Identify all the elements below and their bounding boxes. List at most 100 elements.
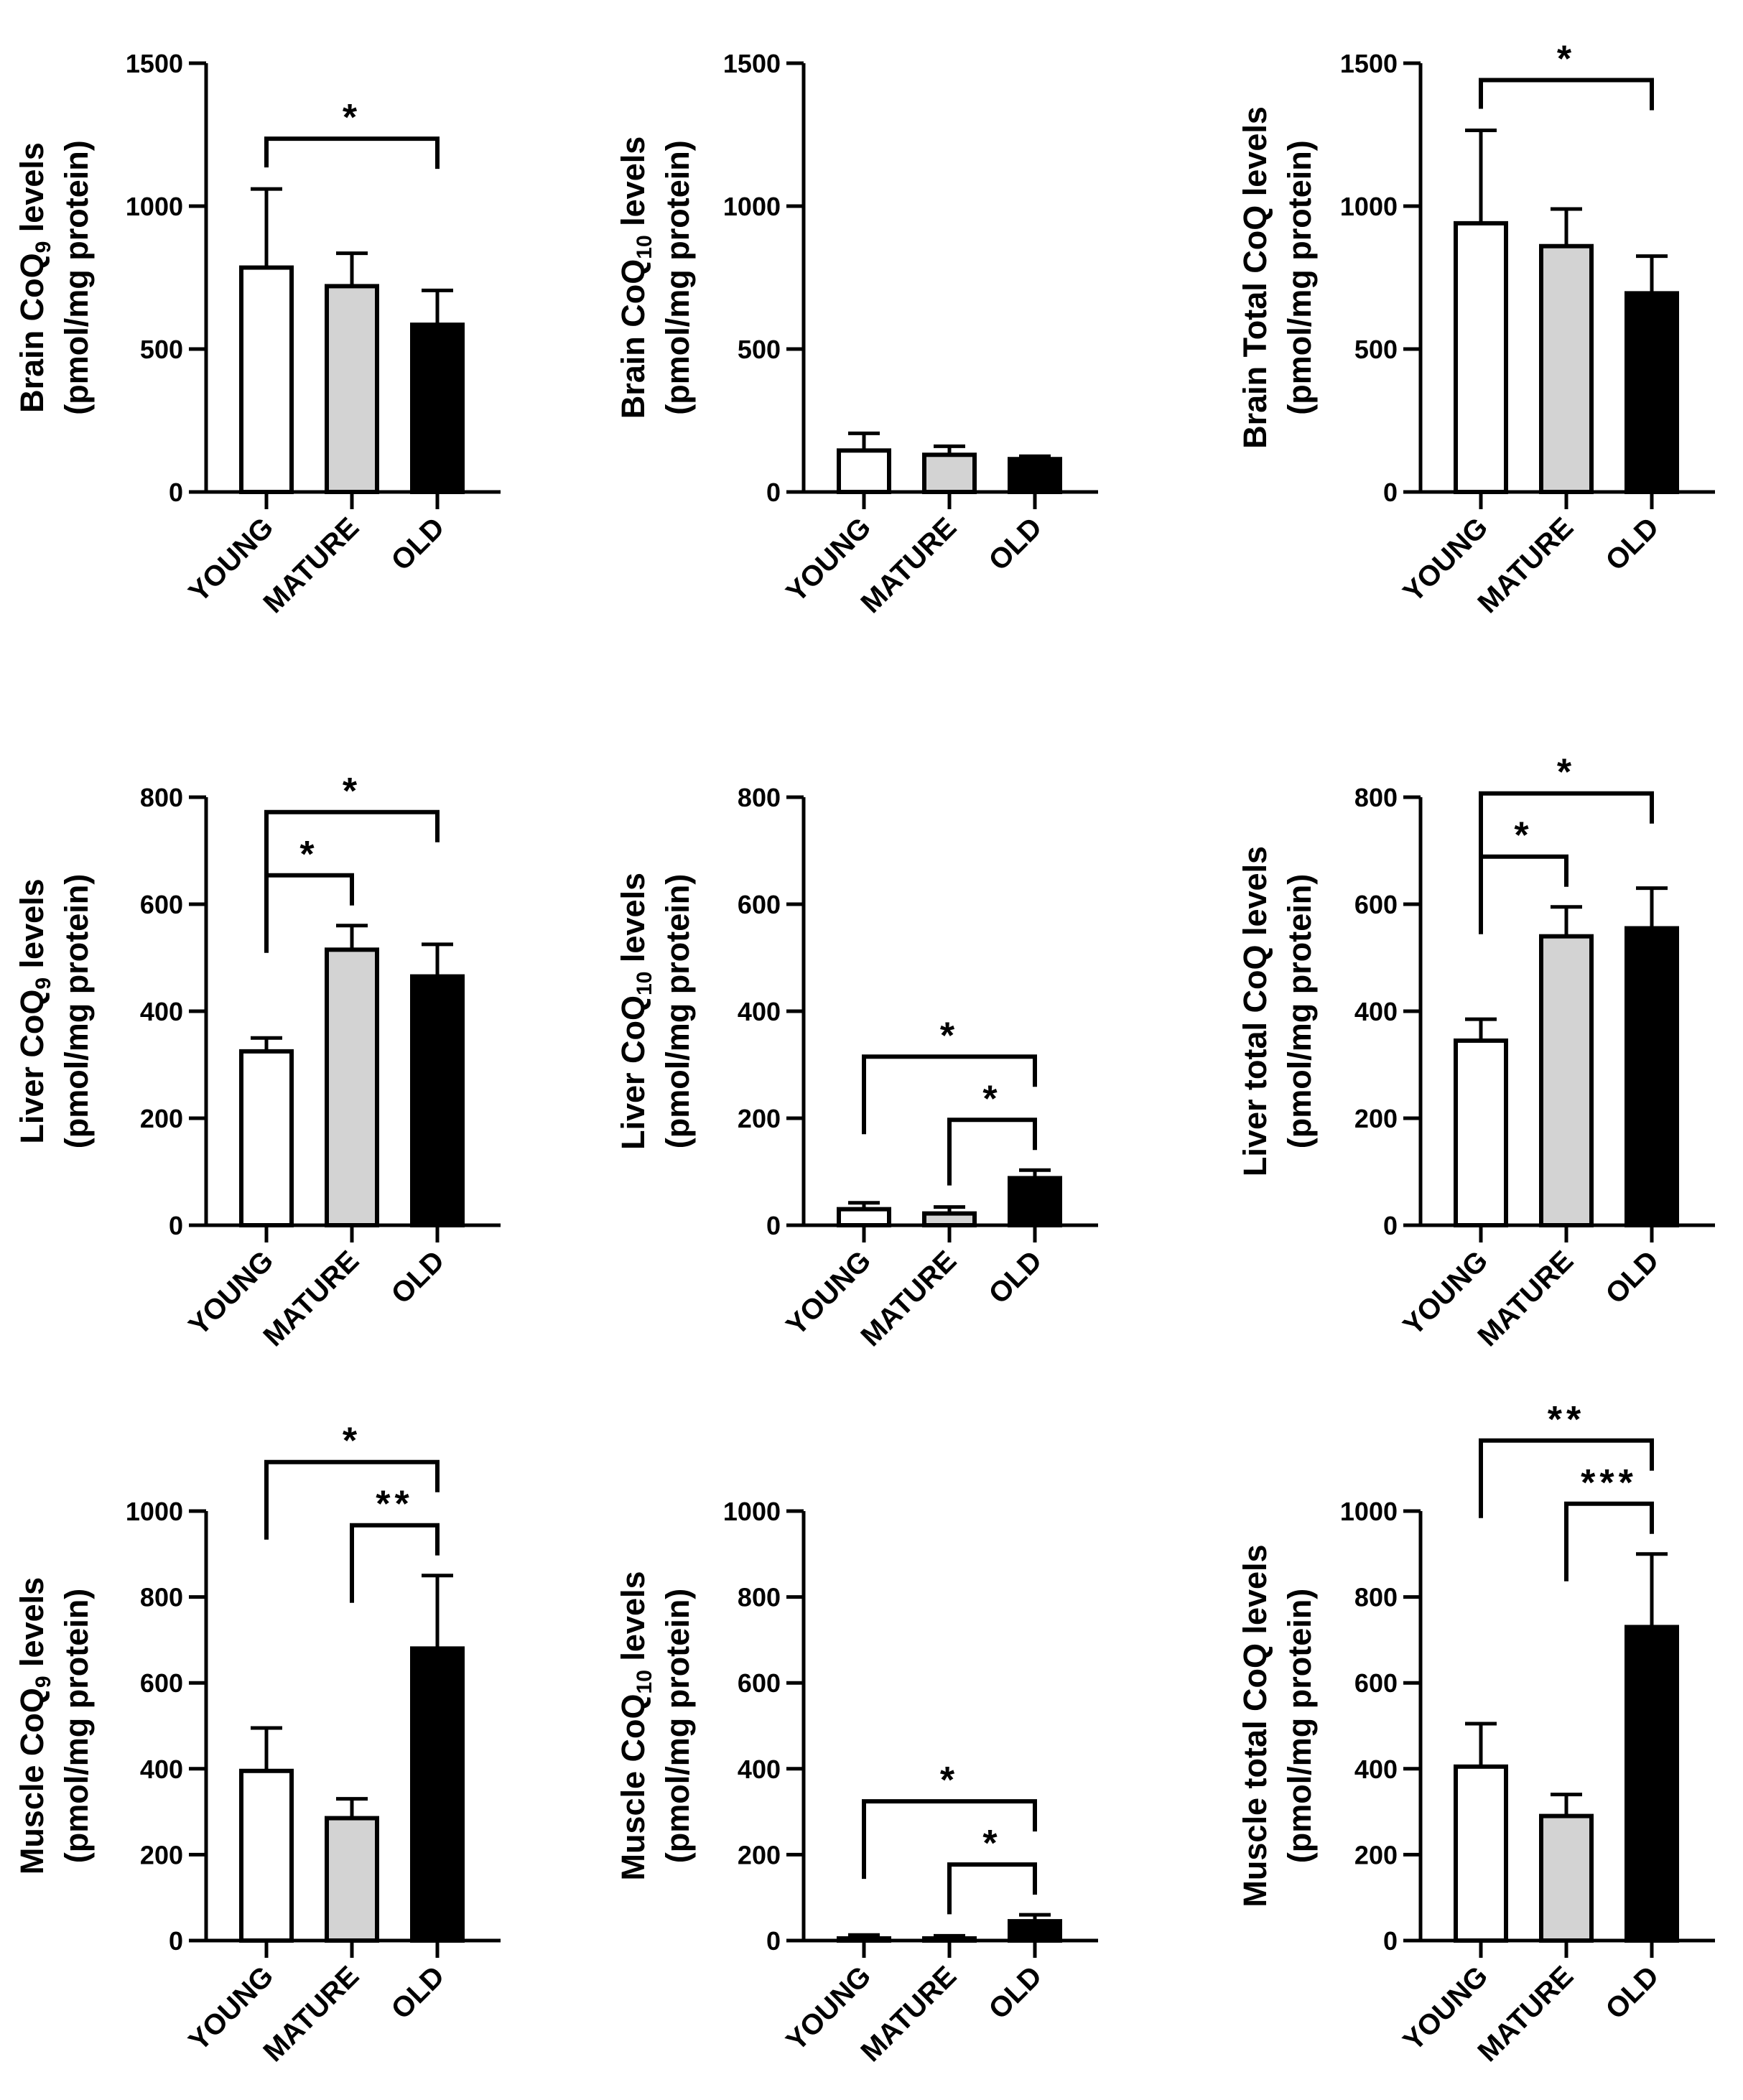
chart-liver-coq10-sig-bracket [862,1054,1037,1135]
chart-liver-total-y-tick-label: 400 [1354,997,1398,1026]
chart-brain-coq9-x-label-old: OLD [386,511,451,577]
chart-brain-total-sig-bracket [1479,78,1654,111]
chart-liver-total-bar-old [1625,926,1679,1228]
chart-liver-coq9-bar-old [410,974,465,1227]
chart-liver-coq10-y-tick-label: 400 [738,997,781,1026]
chart-muscle-coq9-sig-label: ** [376,1484,413,1525]
chart-liver-total-sig-bracket [1479,791,1654,871]
chart-brain-coq9-x-label-mature: MATURE [257,511,365,619]
chart-liver-coq10-x-label-mature: MATURE [855,1245,962,1352]
chart-muscle-total-bar-mature [1539,1813,1594,1943]
chart-brain-total-y-tick-label: 1000 [1340,192,1398,221]
chart-brain-coq9-bar-young [239,265,294,494]
chart-muscle-coq9-bar-mature [325,1816,379,1943]
chart-brain-coq10-x-label-mature: MATURE [855,511,962,619]
chart-brain-coq9-ylabel-units: (pmol/mg protein) [58,140,95,414]
chart-brain-coq9-bar-old [410,322,465,495]
chart-brain-coq10-ylabel-units: (pmol/mg protein) [659,140,696,414]
chart-brain-total-y-tick-label: 1500 [1340,49,1398,78]
chart-liver-total-bar-mature [1539,934,1594,1227]
chart-liver-total-x-label-old: OLD [1600,1245,1665,1310]
chart-brain-coq10-x-label-old: OLD [983,511,1049,577]
chart-liver-total-bar-young [1454,1038,1508,1227]
chart-liver-coq10: 0 200 400 600 800 Liver CoQ10 levels (pmol/mg … [615,783,1098,1352]
chart-muscle-coq10-bar-young [837,1936,891,1943]
chart-muscle-coq9-ylabel: Muscle CoQ9 levels [14,1577,55,1874]
chart-muscle-coq10-sig-label: * [982,1823,1001,1864]
chart-liver-coq10-ylabel: Liver CoQ10 levels [615,873,656,1150]
chart-brain-coq10-y-tick-label: 0 [766,478,781,507]
chart-muscle-coq9-x-label-mature: MATURE [257,1960,365,2068]
chart-liver-coq9-y-tick-label: 200 [140,1104,183,1133]
chart-brain-coq9-sig-bracket [264,136,440,169]
chart-muscle-coq10-ylabel-units: (pmol/mg protein) [659,1589,696,1863]
chart-liver-coq10-bar-young [837,1207,891,1228]
chart-muscle-total-sig-bracket [1479,1438,1654,1518]
chart-brain-coq10-bar-young [837,448,891,494]
chart-muscle-coq10-y-tick-label: 0 [766,1926,781,1956]
chart-liver-total-sig-label: * [1514,815,1533,857]
chart-brain-coq10-y-tick-label: 1500 [723,49,781,78]
chart-liver-coq10-ylabel-units: (pmol/mg protein) [659,874,696,1148]
chart-liver-coq9-sig-label: * [299,834,318,875]
chart-muscle-total-y-tick-label: 0 [1383,1926,1398,1956]
chart-muscle-coq10-y-tick-label: 200 [738,1840,781,1869]
chart-brain-total-y-tick-label: 500 [1354,335,1398,364]
chart-liver-coq10-y-tick-label: 800 [738,783,781,812]
chart-muscle-total-sig-bracket [1564,1501,1654,1581]
chart-muscle-coq9-y-tick-label: 800 [140,1583,183,1612]
chart-brain-coq9-y-tick-label: 0 [169,478,183,507]
chart-liver-total-y-tick-label: 200 [1354,1104,1398,1133]
chart-muscle-total-sig-label: *** [1581,1462,1637,1504]
chart-liver-coq10-y-tick-label: 0 [766,1211,781,1240]
chart-muscle-total-y-tick-label: 1000 [1340,1497,1398,1526]
chart-brain-coq9-ylabel: Brain CoQ9 levels [14,142,55,413]
chart-muscle-coq9-x-label-old: OLD [386,1960,451,2025]
chart-liver-coq9-y-tick-label: 800 [140,783,183,812]
chart-muscle-coq10-y-tick-label: 400 [738,1755,781,1784]
chart-brain-total-ylabel-units: (pmol/mg protein) [1281,140,1318,414]
chart-liver-total-ylabel: Liver total CoQ levels [1237,846,1273,1176]
chart-muscle-coq9-ylabel-units: (pmol/mg protein) [58,1589,95,1863]
chart-liver-total-sig-label: * [1557,752,1576,794]
chart-muscle-total-y-tick-label: 800 [1354,1583,1398,1612]
chart-liver-coq9-ylabel-units: (pmol/mg protein) [58,874,95,1148]
chart-brain-coq9-y-tick-label: 1500 [126,49,183,78]
chart-muscle-total-x-label-old: OLD [1600,1960,1665,2025]
chart-brain-coq10: 0 500 1000 1500 Brain CoQ10 levels (pmol/mg p… [615,49,1098,619]
chart-muscle-total-bar-young [1454,1764,1508,1943]
chart-muscle-total-ylabel-units: (pmol/mg protein) [1281,1589,1318,1863]
chart-liver-coq10-y-tick-label: 200 [738,1104,781,1133]
chart-brain-coq9-y-tick-label: 500 [140,335,183,364]
chart-muscle-total-x-label-mature: MATURE [1472,1960,1579,2068]
chart-liver-coq9: 0 200 400 600 800 Liver CoQ9 levels (pmol/mg p… [14,771,501,1352]
chart-brain-coq10-ylabel: Brain CoQ10 levels [615,136,656,419]
chart-liver-coq10-sig-label: * [982,1078,1001,1120]
chart-muscle-coq10-bar-old [1008,1919,1062,1943]
chart-brain-total-x-label-mature: MATURE [1472,511,1579,619]
chart-liver-total-y-tick-label: 0 [1383,1211,1398,1240]
chart-muscle-coq9-y-tick-label: 0 [169,1926,183,1956]
chart-muscle-total: 0 200 400 600 800 1000 Muscle total CoQ levels… [1237,1399,1715,2068]
chart-liver-coq9-y-tick-label: 600 [140,890,183,919]
chart-muscle-coq10-x-label-old: OLD [983,1960,1049,2025]
chart-muscle-coq10-bar-mature [922,1936,977,1943]
chart-muscle-coq9-bar-old [410,1646,465,1943]
chart-brain-total-bar-mature [1539,243,1594,494]
chart-liver-total: 0 200 400 600 800 Liver total CoQ levels (pmol… [1237,752,1715,1352]
chart-liver-coq10-sig-label: * [940,1015,959,1056]
chart-muscle-coq9-sig-label: * [343,1421,361,1462]
chart-liver-coq10-bar-old [1008,1176,1062,1227]
chart-brain-coq9-y-tick-label: 1000 [126,192,183,221]
chart-muscle-coq10-sig-label: * [940,1760,959,1801]
chart-muscle-coq10-x-label-mature: MATURE [855,1960,962,2068]
chart-muscle-coq9-bar-young [239,1768,294,1943]
chart-liver-total-y-tick-label: 800 [1354,783,1398,812]
chart-muscle-coq9-y-tick-label: 200 [140,1840,183,1869]
chart-liver-coq9-sig-label: * [343,771,361,812]
chart-brain-coq10-bar-old [1008,457,1062,494]
chart-brain-total-bar-young [1454,220,1508,494]
chart-muscle-coq10-y-tick-label: 800 [738,1583,781,1612]
chart-muscle-coq10-sig-bracket [862,1799,1037,1880]
chart-brain-total-sig-label: * [1557,39,1576,80]
